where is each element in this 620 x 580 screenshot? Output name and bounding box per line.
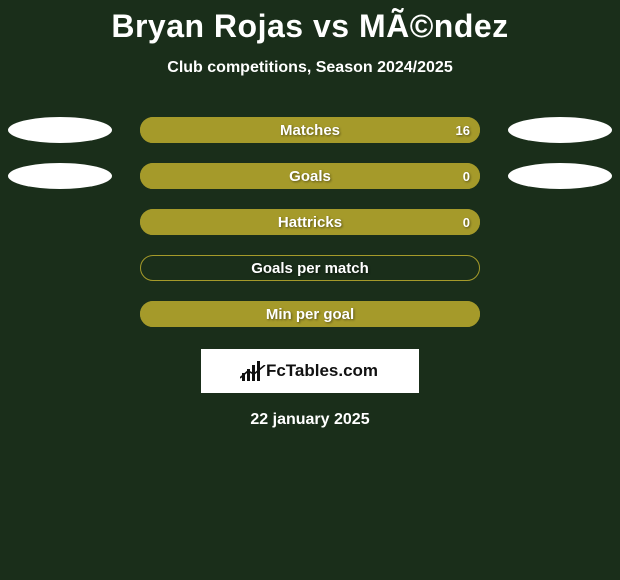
stats-card: Bryan Rojas vs MÃ©ndez Club competitions… [0, 0, 620, 429]
stat-row: Goals0 [0, 163, 620, 189]
snapshot-date: 22 january 2025 [0, 411, 620, 429]
stat-bar: Hattricks0 [140, 209, 480, 235]
right-ellipse [508, 117, 612, 143]
stat-bar: Matches16 [140, 117, 480, 143]
page-subtitle: Club competitions, Season 2024/2025 [0, 59, 620, 77]
stat-bar-fill [140, 117, 480, 143]
stat-row: Min per goal [0, 301, 620, 327]
stat-bar-fill [140, 209, 480, 235]
page-title: Bryan Rojas vs MÃ©ndez [0, 8, 620, 45]
comparison-table: Matches16 Goals0 Hattricks0 Goals per match… [0, 117, 620, 327]
stat-bar: Goals per match [140, 255, 480, 281]
stat-bar-fill [140, 301, 480, 327]
stat-bar: Goals0 [140, 163, 480, 189]
provider-name: FcTables.com [266, 361, 378, 381]
stat-bar-fill [140, 163, 480, 189]
provider-badge: FcTables.com [201, 349, 419, 393]
right-ellipse [508, 163, 612, 189]
left-ellipse [8, 117, 112, 143]
left-ellipse [8, 163, 112, 189]
stat-row: Goals per match [0, 255, 620, 281]
fctables-icon [242, 361, 260, 381]
stat-bar: Min per goal [140, 301, 480, 327]
stat-bar-bg [140, 255, 480, 281]
stat-row: Hattricks0 [0, 209, 620, 235]
stat-row: Matches16 [0, 117, 620, 143]
